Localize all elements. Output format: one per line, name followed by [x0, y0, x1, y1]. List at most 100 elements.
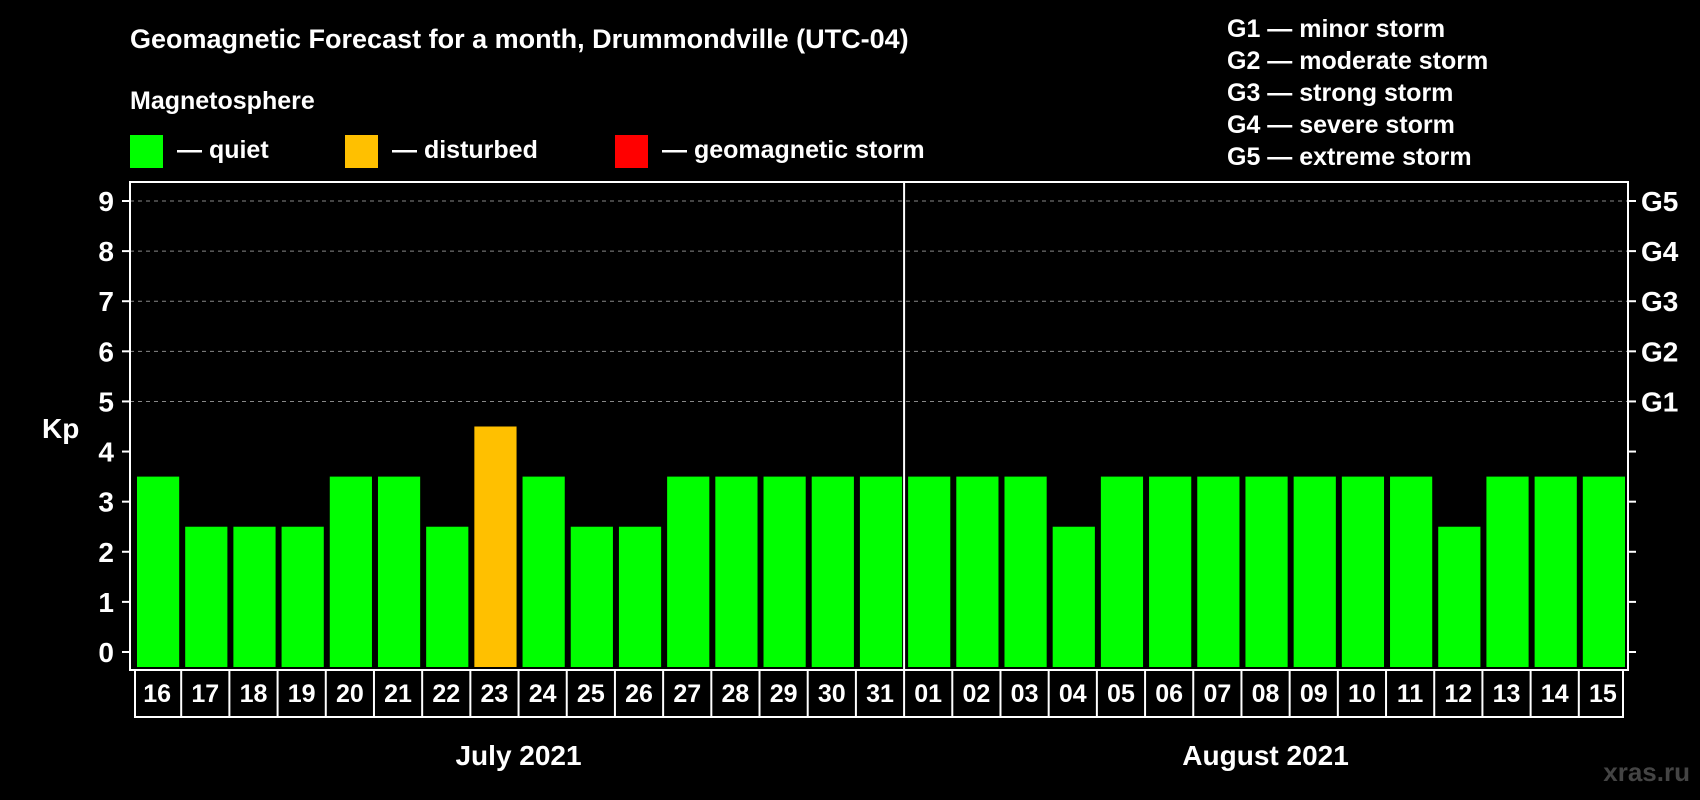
month-label: July 2021	[455, 740, 581, 771]
bar	[185, 526, 228, 667]
x-tick-label: 15	[1589, 680, 1617, 708]
storm-scale-item: G1 — minor storm	[1227, 15, 1445, 43]
bar	[137, 476, 180, 667]
x-tick-label: 12	[1444, 680, 1472, 708]
legend-swatch	[130, 135, 163, 168]
bar	[763, 476, 806, 667]
right-axis-label: G3	[1641, 286, 1678, 317]
bar	[1438, 526, 1481, 667]
y-tick-label: 0	[98, 637, 114, 668]
right-axis-label: G2	[1641, 336, 1678, 367]
legend-swatch	[615, 135, 648, 168]
y-axis-label: Kp	[42, 413, 79, 444]
x-tick-label: 25	[577, 680, 605, 708]
x-tick-label: 29	[770, 680, 798, 708]
storm-scale-item: G3 — strong storm	[1227, 79, 1453, 107]
watermark: xras.ru	[1603, 757, 1690, 787]
x-tick-label: 31	[866, 680, 894, 708]
bar	[1245, 476, 1288, 667]
bar	[859, 476, 903, 667]
x-tick-label: 22	[432, 680, 460, 708]
y-tick-label: 5	[98, 386, 114, 417]
y-tick-label: 6	[98, 336, 114, 367]
y-tick-label: 3	[98, 487, 114, 518]
x-tick-label: 20	[336, 680, 364, 708]
bars	[137, 426, 1625, 667]
x-tick-label: 08	[1252, 680, 1280, 708]
legend-swatch	[345, 135, 378, 168]
x-tick-label: 19	[288, 680, 316, 708]
x-tick-label: 01	[914, 680, 942, 708]
bar	[1149, 476, 1192, 667]
y-tick-label: 9	[98, 186, 114, 217]
x-tick-label: 16	[143, 680, 171, 708]
grid	[130, 200, 1628, 402]
x-tick-label: 05	[1107, 680, 1135, 708]
x-tick-label: 06	[1155, 680, 1183, 708]
bar	[667, 476, 710, 667]
bar	[811, 476, 854, 667]
bar	[1197, 476, 1240, 667]
bar	[1052, 526, 1095, 667]
legend: — quiet — disturbed — geomagnetic storm	[130, 135, 925, 168]
x-tick-label: 04	[1059, 680, 1087, 708]
x-tick-label: 17	[191, 680, 219, 708]
y-tick-label: 4	[98, 437, 114, 468]
x-tick-label: 09	[1300, 680, 1328, 708]
bar	[1582, 476, 1625, 667]
bar	[329, 476, 372, 667]
y-tick-label: 2	[98, 537, 114, 568]
x-tick-label: 11	[1397, 680, 1424, 708]
bar	[956, 476, 999, 667]
x-tick-label: 13	[1493, 680, 1521, 708]
y-tick-label: 7	[98, 286, 114, 317]
right-axis-label: G4	[1641, 236, 1679, 267]
bar	[426, 526, 469, 667]
bar	[570, 526, 613, 667]
chart-title: Geomagnetic Forecast for a month, Drummo…	[130, 24, 909, 54]
bar	[908, 476, 951, 667]
legend-label: — quiet	[177, 136, 269, 164]
bar	[522, 476, 565, 667]
x-tick-label: 10	[1348, 680, 1376, 708]
x-tick-label: 28	[722, 680, 750, 708]
x-tick-label: 26	[625, 680, 653, 708]
x-tick-label: 27	[673, 680, 701, 708]
storm-scale-item: G2 — moderate storm	[1227, 47, 1488, 75]
bar	[1341, 476, 1385, 667]
storm-scale-item: G5 — extreme storm	[1227, 143, 1472, 171]
bar	[1100, 476, 1144, 667]
x-tick-label: 21	[384, 680, 412, 708]
x-tick-label: 02	[962, 680, 990, 708]
right-axis-label: G1	[1641, 386, 1678, 417]
bar	[618, 526, 662, 667]
bar	[715, 476, 758, 667]
x-tick-label: 03	[1011, 680, 1039, 708]
right-axis-label: G5	[1641, 186, 1678, 217]
y-tick-label: 8	[98, 236, 114, 267]
bar	[474, 426, 517, 667]
bar	[1293, 476, 1336, 667]
x-tick-label: 24	[529, 680, 557, 708]
bar	[1390, 476, 1433, 667]
x-tick-label: 07	[1203, 680, 1231, 708]
month-labels: July 2021 August 2021	[455, 740, 1348, 771]
x-tick-label: 23	[481, 680, 509, 708]
bar	[1534, 476, 1577, 667]
bar	[1486, 476, 1529, 667]
bar	[233, 526, 276, 667]
y-tick-label: 1	[98, 587, 114, 618]
x-tick-label: 14	[1541, 680, 1569, 708]
bar	[281, 526, 324, 667]
legend-label: — geomagnetic storm	[662, 136, 925, 164]
legend-heading: Magnetosphere	[130, 87, 315, 115]
legend-label: — disturbed	[392, 136, 538, 164]
x-tick-label: 18	[240, 680, 268, 708]
x-tick-label: 30	[818, 680, 846, 708]
storm-scale-item: G4 — severe storm	[1227, 111, 1455, 139]
x-tick-labels: 16 17 18 19 20 21 22 23 24 25 26 27 28 29 30 31 01 02 03 04…	[134, 669, 1624, 718]
x-label-band	[134, 669, 1624, 718]
month-label: August 2021	[1182, 740, 1349, 771]
bar	[377, 476, 421, 667]
